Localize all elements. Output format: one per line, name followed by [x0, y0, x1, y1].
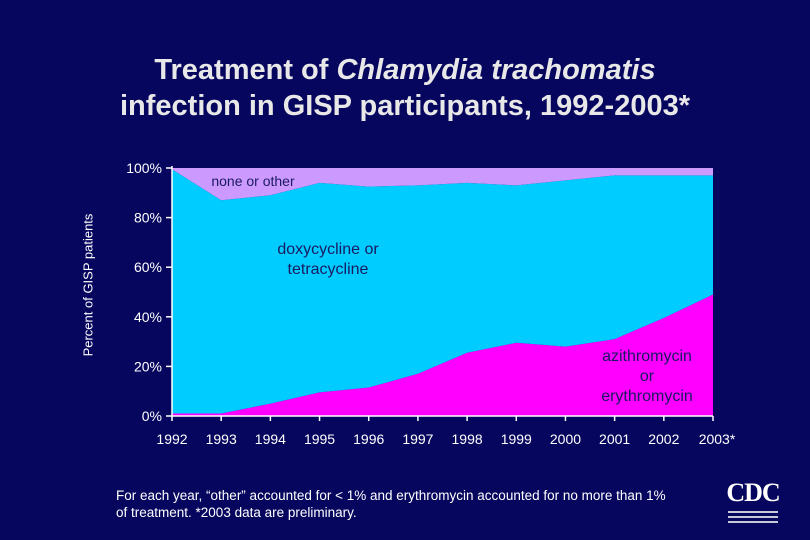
y-tick-label-3: 60% — [134, 259, 162, 275]
y-tick-label-0: 0% — [142, 408, 162, 424]
annotation-0-line-0: none or other — [211, 173, 295, 189]
x-tick-label-7: 1999 — [501, 431, 532, 447]
chart-title: Treatment of Chlamydia trachomatis infec… — [0, 52, 810, 124]
footnote: For each year, “other” accounted for < 1… — [116, 488, 666, 520]
cdc-logo-letters: CDC — [726, 478, 780, 507]
cdc-logo-tagline-lines — [722, 511, 784, 523]
annotation-1-line-1: tetracycline — [288, 261, 369, 278]
annotation-1-line-0: doxycycline or — [277, 241, 379, 258]
x-tick-label-4: 1996 — [353, 431, 384, 447]
area-series-azithromycin — [172, 294, 713, 416]
annotation-2-line-2: erythromycin — [601, 388, 693, 405]
x-tick-label-3: 1995 — [304, 431, 335, 447]
y-tick-label-5: 100% — [126, 160, 162, 176]
x-tick-label-8: 2000 — [550, 431, 581, 447]
x-tick-label-9: 2001 — [599, 431, 630, 447]
cdc-logo: CDC — [722, 478, 784, 526]
y-tick-label-2: 40% — [134, 309, 162, 325]
x-tick-label-6: 1998 — [452, 431, 483, 447]
title-italic-species: Chlamydia trachomatis — [336, 54, 656, 86]
area-series-none — [172, 168, 713, 201]
x-tick-label-1: 1993 — [206, 431, 237, 447]
area-series-doxycycline — [172, 169, 713, 414]
annotation-2-line-0: azithromycin — [602, 348, 692, 365]
title-line-2: infection in GISP participants, 1992-200… — [119, 90, 690, 122]
x-tick-label-10: 2002 — [648, 431, 679, 447]
x-tick-label-11: 2003* — [699, 431, 736, 447]
x-tick-label-5: 1997 — [402, 431, 433, 447]
title-text: Treatment of — [154, 54, 337, 86]
x-tick-label-2: 1994 — [255, 431, 286, 447]
annotation-2-line-1: or — [640, 368, 655, 385]
x-tick-label-0: 1992 — [156, 431, 187, 447]
y-tick-label-1: 20% — [134, 358, 162, 374]
y-tick-label-4: 80% — [134, 210, 162, 226]
